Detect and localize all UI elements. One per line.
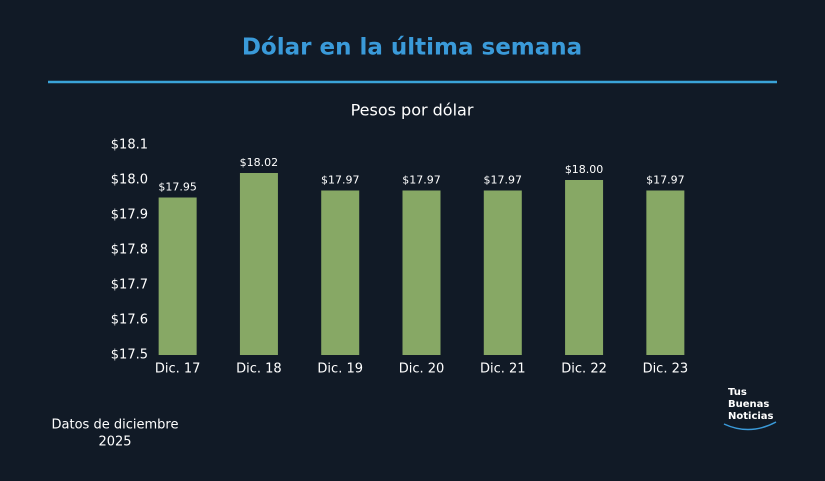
x-tick-label: Dic. 17 <box>155 362 201 377</box>
logo-text: Buenas <box>728 399 769 410</box>
x-tick-label: Dic. 22 <box>561 362 607 377</box>
bar <box>646 190 685 355</box>
value-label: $18.02 <box>240 156 279 169</box>
footer-note: Datos de diciembre <box>52 418 179 433</box>
chart-subtitle: Pesos por dólar <box>351 101 474 120</box>
footer-note: 2025 <box>98 435 131 450</box>
bar <box>158 197 197 355</box>
value-label: $17.95 <box>158 181 197 194</box>
x-tick-label: Dic. 21 <box>480 362 526 377</box>
logo-swoosh <box>723 421 777 431</box>
chart-title: Dólar en la última semana <box>242 35 582 61</box>
y-tick-label: $17.8 <box>111 243 148 258</box>
value-label: $17.97 <box>402 174 441 187</box>
bar <box>321 190 360 355</box>
x-tick-label: Dic. 18 <box>236 362 282 377</box>
y-tick-label: $17.7 <box>111 278 148 293</box>
y-tick-label: $18.1 <box>111 138 148 153</box>
value-label: $17.97 <box>321 174 360 187</box>
bar <box>402 190 441 355</box>
y-tick-label: $17.5 <box>111 348 148 363</box>
x-tick-label: Dic. 23 <box>643 362 689 377</box>
value-label: $17.97 <box>646 174 685 187</box>
bar <box>565 180 604 355</box>
value-label: $17.97 <box>484 174 523 187</box>
x-tick-label: Dic. 19 <box>317 362 363 377</box>
value-label: $18.00 <box>565 163 604 176</box>
y-tick-label: $17.9 <box>111 208 148 223</box>
logo-text: Tus <box>728 387 747 398</box>
logo-text: Noticias <box>728 411 774 422</box>
x-tick-label: Dic. 20 <box>399 362 445 377</box>
y-tick-label: $17.6 <box>111 313 148 328</box>
bar <box>239 173 278 355</box>
y-tick-label: $18.0 <box>111 173 148 188</box>
bar <box>483 190 522 355</box>
